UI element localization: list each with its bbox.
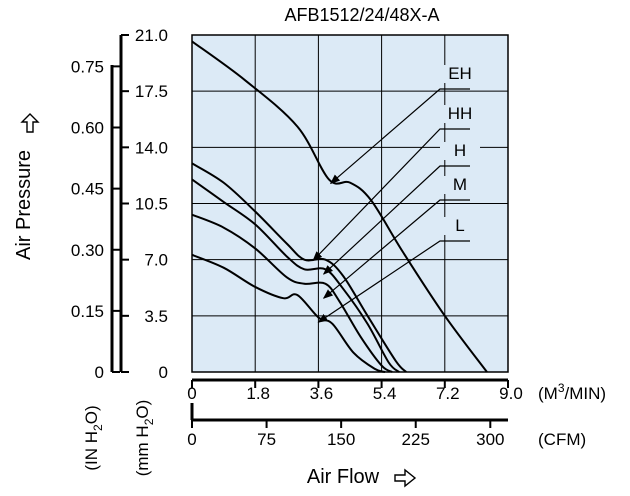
y-axis-arrow-icon [20, 113, 40, 133]
legend-label-l: L [455, 216, 464, 235]
y-tick-label-inh2o: 0 [95, 363, 104, 382]
chart-title: AFB1512/24/48X-A [284, 5, 439, 25]
x-unit-m3min: (M3/MIN) [538, 381, 606, 403]
callout-h: H [322, 141, 480, 275]
y-tick-label-inh2o: 0.30 [71, 241, 104, 260]
legend-label-hh: HH [448, 104, 473, 123]
series-line-eh [191, 40, 488, 373]
callout-leader-line [322, 199, 470, 299]
x-tick-label-m3min: 0 [187, 384, 196, 403]
legend-label-eh: EH [448, 64, 472, 83]
x-tick-label-cfm: 0 [187, 430, 196, 449]
series-line-l [191, 253, 386, 373]
x-axis-arrow-icon [394, 468, 417, 488]
y-tick-label-inh2o: 0.60 [71, 119, 104, 138]
callout-l: L [317, 216, 480, 323]
x-tick-label-m3min: 1.8 [246, 384, 270, 403]
x-tick-label-m3min: 5.4 [373, 384, 397, 403]
x-axis-title: Air Flow [307, 466, 380, 488]
callout-leader-line [312, 128, 470, 262]
y-tick-label-mmh2o: 10.5 [135, 195, 168, 214]
y-tick-label-mmh2o: 14.0 [135, 138, 168, 157]
callout-label-bg [440, 105, 480, 123]
y-axis-title: Air Pressure [13, 150, 35, 260]
series-line-m [191, 213, 393, 373]
x-tick-label-cfm: 150 [327, 430, 355, 449]
axes: 0 0.15 0.30 0.45 0.60 0.75 0 3.5 7.0 10.5 14.0 17.5… [71, 26, 606, 476]
y-tick-label-inh2o: 0.75 [71, 57, 104, 76]
callout-label-bg [440, 65, 480, 83]
legend-label-h: H [454, 141, 466, 160]
callout-eh: EH [329, 64, 480, 185]
x-tick-label-m3min: 3.6 [310, 384, 334, 403]
grid-lines [192, 35, 508, 372]
callout-label-bg [440, 176, 480, 194]
callout-leader-line [329, 88, 470, 185]
x-unit-cfm: (CFM) [538, 430, 586, 449]
callout-leader-line [317, 240, 470, 323]
x-tick-label-cfm: 225 [402, 430, 430, 449]
legend-label-m: M [453, 175, 467, 194]
y-tick-label-inh2o: 0.45 [71, 180, 104, 199]
y-tick-label-mmh2o: 21.0 [135, 26, 168, 45]
callout-m: M [322, 175, 480, 299]
x-tick-label-cfm: 300 [476, 430, 504, 449]
y-tick-label-mmh2o: 17.5 [135, 82, 168, 101]
x-tick-label-m3min: 7.2 [436, 384, 460, 403]
series-line-h [191, 178, 400, 373]
y-unit-inh2o: (IN H2O) [82, 405, 105, 470]
callout-label-bg [440, 142, 480, 160]
y-tick-label-mmh2o: 3.5 [144, 307, 168, 326]
y-tick-label-mmh2o: 0 [159, 363, 168, 382]
x-tick-label-m3min: 9.0 [499, 384, 523, 403]
x-tick-label-cfm: 75 [257, 430, 276, 449]
y-unit-mmh2o: (mm H2O) [133, 400, 156, 477]
y-tick-label-mmh2o: 7.0 [144, 251, 168, 270]
callout-leader-line [322, 165, 470, 275]
callout-label-bg [440, 217, 480, 235]
callout-hh: HH [312, 104, 480, 262]
y-tick-label-inh2o: 0.15 [71, 302, 104, 321]
